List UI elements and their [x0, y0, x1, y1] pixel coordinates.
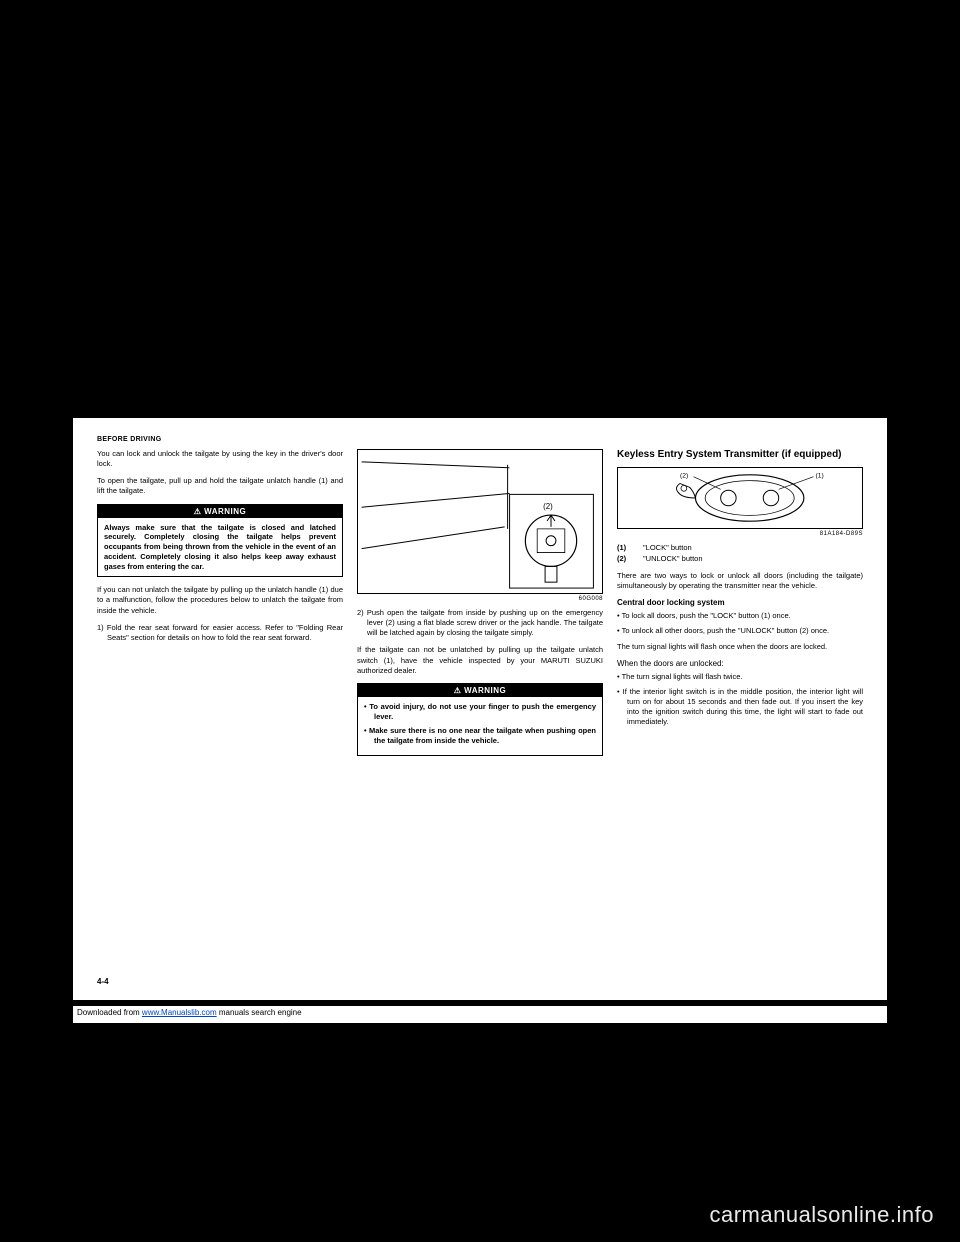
c2-p1: If the tailgate can not be unlatched by …: [357, 645, 603, 675]
c3-p1: There are two ways to lock or unlock all…: [617, 571, 863, 591]
dl-suffix: manuals search engine: [217, 1008, 302, 1017]
column-3: Keyless Entry System Transmitter (if equ…: [617, 449, 863, 973]
legend: (1) "LOCK" button (2) "UNLOCK" button: [617, 543, 863, 564]
keyfob-svg: (2) (1): [618, 468, 862, 528]
legend-t2: "UNLOCK" button: [643, 554, 703, 565]
warning-box-1: ⚠ WARNING Always make sure that the tail…: [97, 504, 343, 578]
dl-prefix: Downloaded from: [77, 1008, 142, 1017]
legend-t1: "LOCK" button: [643, 543, 692, 554]
warning-box-2: ⚠ WARNING • To avoid injury, do not use …: [357, 683, 603, 757]
legend-n2: (2): [617, 554, 633, 565]
c1-p2: To open the tailgate, pull up and hold t…: [97, 476, 343, 496]
watermark: carmanualsonline.info: [709, 1202, 934, 1228]
legend-n1: (1): [617, 543, 633, 554]
header-left: BEFORE DRIVING: [97, 436, 161, 443]
svg-text:(1): (1): [815, 473, 823, 480]
c3-b1: • To lock all doors, push the "LOCK" but…: [617, 611, 863, 621]
c3-sub2: When the doors are unlocked:: [617, 659, 863, 668]
download-note: Downloaded from www.Manualslib.com manua…: [73, 1006, 887, 1023]
content-columns: You can lock and unlock the tailgate by …: [97, 449, 863, 973]
keyless-title: Keyless Entry System Transmitter (if equ…: [617, 449, 863, 461]
manual-page: BEFORE DRIVING You can lock and unlock t…: [73, 418, 887, 1000]
footer-left: 4-4: [97, 977, 109, 986]
c1-p1: You can lock and unlock the tailgate by …: [97, 449, 343, 469]
c3-p2: The turn signal lights will flash once w…: [617, 642, 863, 652]
tailgate-diagram: (2): [357, 449, 603, 594]
page-footer: 4-4: [97, 977, 863, 986]
svg-text:(2): (2): [680, 473, 688, 480]
manualslib-link[interactable]: www.Manualslib.com: [142, 1008, 217, 1017]
column-1: You can lock and unlock the tailgate by …: [97, 449, 343, 973]
w2-b2: • Make sure there is no one near the tai…: [364, 726, 596, 746]
c1-p3: If you can not unlatch the tailgate by p…: [97, 585, 343, 615]
tailgate-diagram-svg: (2): [358, 450, 602, 593]
c3-b2: • To unlock all other doors, push the "U…: [617, 626, 863, 636]
c3-b3: • The turn signal lights will flash twic…: [617, 672, 863, 682]
diagram-caption-2: 81A184-D89S: [617, 531, 863, 537]
c3-b4: • If the interior light switch is in the…: [617, 687, 863, 728]
warning-body-1: Always make sure that the tailgate is cl…: [98, 518, 342, 577]
c1-step1: 1) Fold the rear seat forward for easier…: [97, 623, 343, 643]
c3-sub1: Central door locking system: [617, 598, 863, 607]
diagram-caption-1: 60G008: [357, 596, 603, 602]
svg-text:(2): (2): [543, 502, 553, 511]
warning-title-2: ⚠ WARNING: [358, 684, 602, 697]
column-2: (2) 60G008 2) Push open the tailgate fro…: [357, 449, 603, 973]
keyfob-diagram: (2) (1): [617, 467, 863, 529]
w2-b1: • To avoid injury, do not use your finge…: [364, 702, 596, 722]
warning-title-1: ⚠ WARNING: [98, 505, 342, 518]
page-header: BEFORE DRIVING: [97, 436, 863, 443]
c2-step2: 2) Push open the tailgate from inside by…: [357, 608, 603, 638]
warning-body-2: • To avoid injury, do not use your finge…: [358, 697, 602, 756]
